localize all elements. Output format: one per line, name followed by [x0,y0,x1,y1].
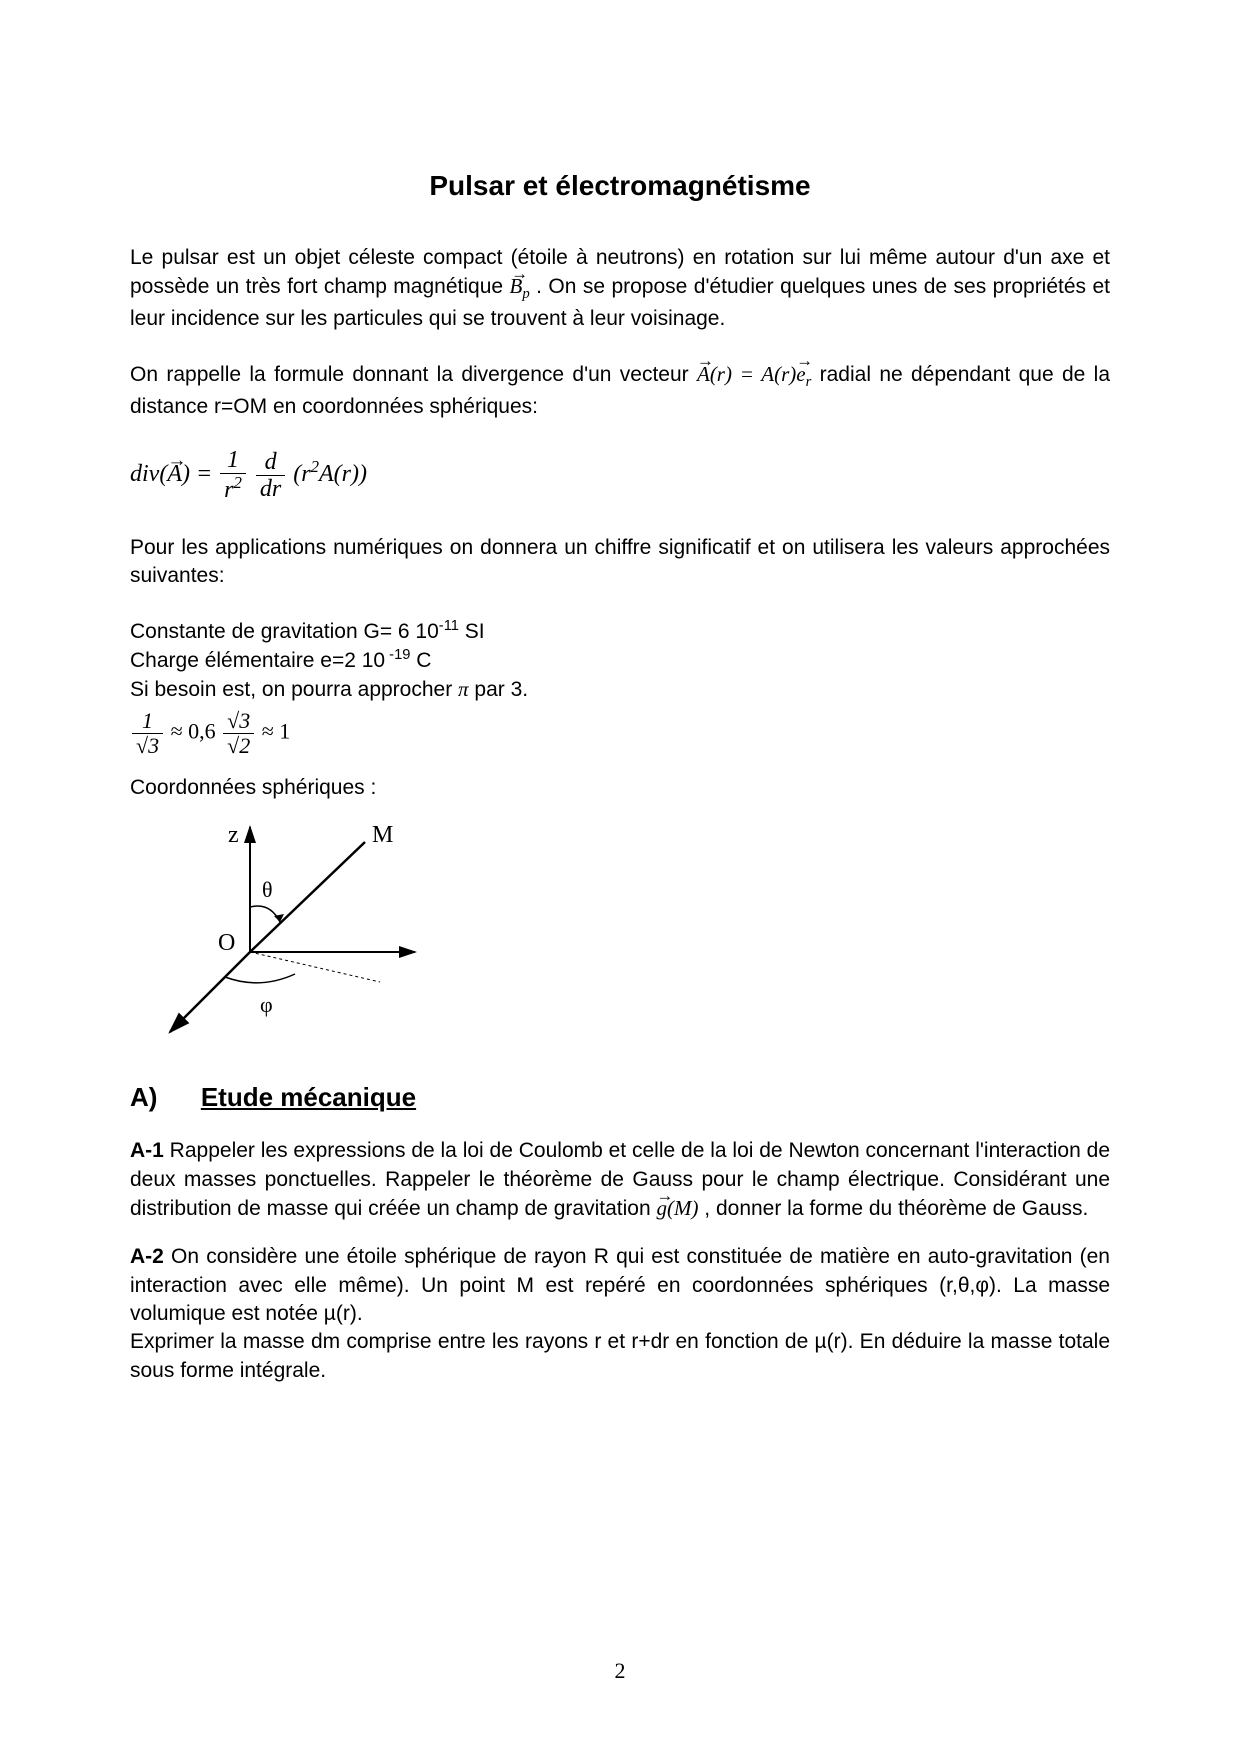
document-title: Pulsar et électromagnétisme [130,170,1110,202]
axis-z-label: z [228,822,239,848]
vector-a-def: A(r) = A(r)er [697,362,811,386]
divergence-formula: div(A) = 1r2 ddr (r2A(r)) [130,447,1110,504]
theta-label: θ [262,877,273,902]
point-m-label: M [372,822,393,848]
vector-bp: Bp [510,274,530,298]
spherical-coordinates-diagram: z M θ φ O [150,812,1110,1042]
section-a-heading: A) Etude mécanique [130,1082,1110,1113]
question-a2-label: A-2 [130,1245,164,1268]
const-pi: Si besoin est, on pourra approcher π par… [130,675,1110,704]
const-e: Charge élémentaire e=2 10 -19 C [130,646,1110,675]
constants-block: Constante de gravitation G= 6 10-11 SI C… [130,617,1110,758]
const-g: Constante de gravitation G= 6 10-11 SI [130,617,1110,646]
intro-p2a: On rappelle la formule donnant la diverg… [130,363,697,386]
approx-formula: 1√3 ≈ 0,6 √3√2 ≈ 1 [130,709,1110,758]
section-a-label: A) [130,1082,157,1112]
question-a1-text-b: , donner la forme du théorème de Gauss. [698,1197,1088,1220]
question-a2: A-2 On considère une étoile sphérique de… [130,1243,1110,1385]
question-a1: A-1 Rappeler les expressions de la loi d… [130,1137,1110,1223]
question-a1-label: A-1 [130,1139,164,1162]
question-a2-text2: Exprimer la masse dm comprise entre les … [130,1330,1110,1381]
section-a-title: Etude mécanique [201,1082,416,1112]
intro-paragraph-3: Pour les applications numériques on donn… [130,534,1110,591]
coord-label: Coordonnées sphériques : [130,774,1110,802]
vector-g: g(M) [656,1196,698,1220]
intro-paragraph-2: On rappelle la formule donnant la diverg… [130,360,1110,421]
page-number: 2 [0,1658,1240,1684]
phi-label: φ [260,992,273,1017]
origin-label: O [218,930,235,956]
intro-paragraph-1: Le pulsar est un objet céleste compact (… [130,244,1110,334]
page: Pulsar et électromagnétisme Le pulsar es… [0,0,1240,1754]
question-a2-text: On considère une étoile sphérique de ray… [130,1245,1110,1325]
